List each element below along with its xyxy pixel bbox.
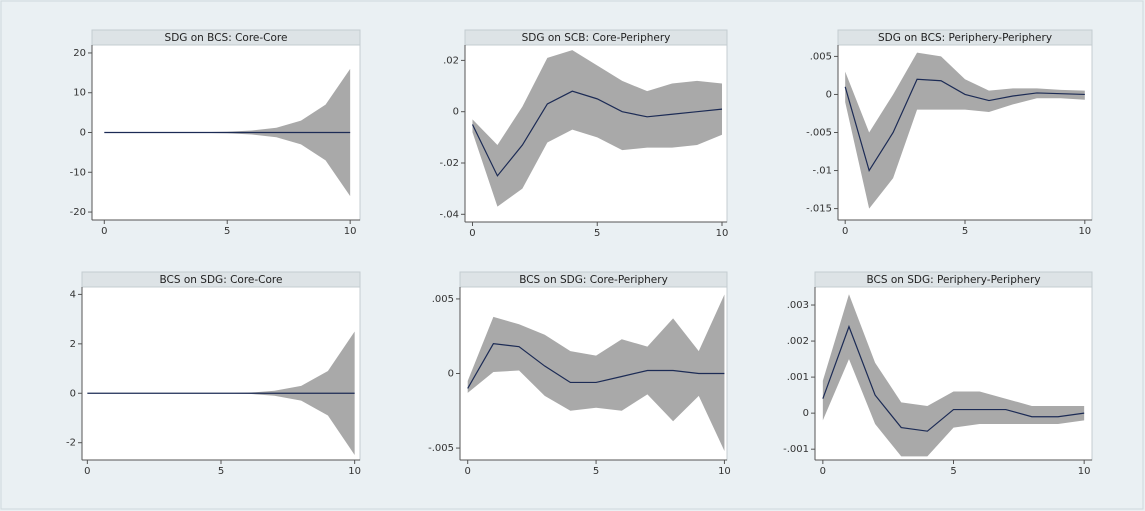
plot-area [81, 286, 361, 461]
y-tick-label: -2 [66, 438, 76, 449]
y-tick-label: -.005 [806, 128, 832, 139]
x-tick-label: 0 [101, 226, 107, 237]
x-tick-label: 10 [716, 228, 729, 239]
x-tick-label: 0 [842, 226, 848, 237]
confidence-band [845, 52, 1085, 209]
y-tick-label: -.005 [428, 443, 454, 454]
x-tick-label: 10 [718, 466, 731, 477]
x-tick-label: 5 [950, 466, 956, 477]
y-tick-label: -.015 [806, 204, 832, 215]
panel-title: SDG on SCB: Core-Periphery [522, 32, 671, 44]
y-tick-label: -20 [70, 207, 86, 218]
y-tick-label: -10 [70, 167, 86, 178]
panel-title: SDG on BCS: Core-Core [165, 32, 288, 44]
y-tick-label: 2 [70, 339, 76, 350]
y-tick-label: 0 [453, 107, 459, 118]
confidence-band [822, 294, 1085, 457]
irf-line [471, 90, 723, 177]
confidence-band [467, 294, 725, 452]
x-tick-label: 5 [594, 228, 600, 239]
irf-line [467, 343, 725, 389]
y-tick-label: 0 [826, 89, 832, 100]
x-tick-label: 0 [469, 228, 475, 239]
y-tick-label: 0 [80, 128, 86, 139]
x-tick-label: 5 [224, 226, 230, 237]
y-tick-label: .002 [787, 336, 809, 347]
y-tick-label: .001 [787, 372, 809, 383]
y-tick-label: .005 [810, 51, 832, 62]
confidence-band [472, 50, 723, 207]
x-tick-label: 5 [962, 226, 968, 237]
y-tick-label: 0 [448, 369, 454, 380]
y-tick-label: -.01 [812, 166, 832, 177]
y-tick-label: 0 [70, 388, 76, 399]
y-tick-label: 0 [803, 408, 809, 419]
x-tick-label: 10 [1078, 226, 1091, 237]
y-tick-label: 20 [73, 48, 86, 59]
y-tick-label: -.04 [439, 209, 459, 220]
x-tick-label: 5 [218, 466, 224, 477]
irf-line [844, 78, 1085, 172]
x-tick-label: 5 [593, 466, 599, 477]
x-tick-label: 10 [348, 466, 361, 477]
y-tick-label: .02 [443, 55, 459, 66]
x-tick-label: 0 [465, 466, 471, 477]
panel-title: BCS on SDG: Core-Core [160, 274, 283, 286]
y-tick-label: 4 [70, 289, 76, 300]
y-tick-label: -.001 [783, 444, 809, 455]
x-tick-label: 10 [1078, 466, 1091, 477]
x-tick-label: 0 [84, 466, 90, 477]
y-tick-label: -.02 [439, 158, 459, 169]
irf-line [822, 324, 1085, 432]
panel-title: BCS on SDG: Core-Periphery [519, 274, 668, 286]
x-tick-label: 10 [344, 226, 357, 237]
panel-title: BCS on SDG: Periphery-Periphery [866, 274, 1040, 286]
y-tick-label: .003 [787, 300, 809, 311]
y-tick-label: 10 [73, 88, 86, 99]
y-tick-label: .005 [432, 294, 454, 305]
panel-title: SDG on BCS: Periphery-Periphery [878, 32, 1052, 44]
x-tick-label: 0 [820, 466, 826, 477]
